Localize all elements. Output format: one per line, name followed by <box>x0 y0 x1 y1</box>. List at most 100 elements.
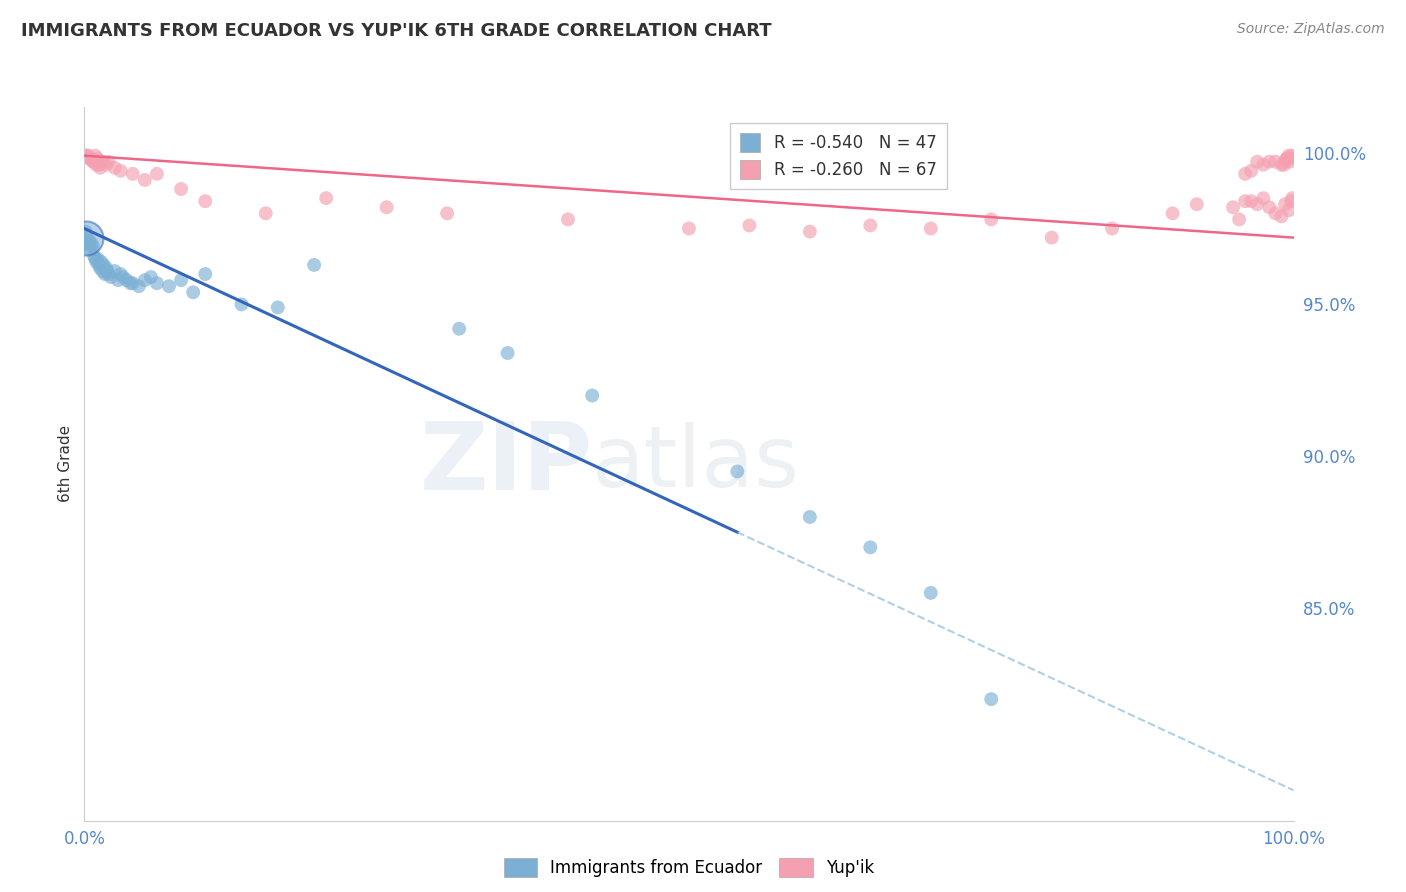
Point <box>1227 212 1250 227</box>
Point <box>94 158 117 172</box>
Point <box>86 158 108 172</box>
Point <box>581 388 603 402</box>
Point <box>315 191 337 205</box>
Point <box>87 158 110 172</box>
Point <box>80 152 103 166</box>
Point <box>82 154 104 169</box>
Point <box>1277 152 1299 166</box>
Point <box>194 267 217 281</box>
Point <box>1264 206 1286 220</box>
Point <box>115 273 138 287</box>
Point <box>1246 154 1268 169</box>
Point <box>97 267 120 281</box>
Legend: Immigrants from Ecuador, Yup'ik: Immigrants from Ecuador, Yup'ik <box>498 851 880 884</box>
Point <box>436 206 458 220</box>
Point <box>91 154 114 169</box>
Point <box>449 322 471 336</box>
Point <box>1279 152 1302 166</box>
Point <box>75 148 97 162</box>
Point <box>112 270 135 285</box>
Point <box>267 301 290 315</box>
Point <box>1040 230 1063 244</box>
Point <box>121 276 143 290</box>
Point <box>77 234 100 248</box>
Point <box>87 258 110 272</box>
Point <box>181 285 204 300</box>
Point <box>725 465 748 479</box>
Point <box>120 276 142 290</box>
Point <box>75 230 97 244</box>
Point <box>86 252 108 266</box>
Point <box>76 148 98 162</box>
Point <box>254 206 277 220</box>
Point <box>77 148 100 162</box>
Point <box>557 212 579 227</box>
Point <box>1101 221 1123 235</box>
Point <box>799 225 821 239</box>
Point <box>146 167 169 181</box>
Point <box>1278 203 1301 218</box>
Point <box>1253 158 1275 172</box>
Point <box>1258 154 1281 169</box>
Text: IMMIGRANTS FROM ECUADOR VS YUP'IK 6TH GRADE CORRELATION CHART: IMMIGRANTS FROM ECUADOR VS YUP'IK 6TH GR… <box>21 22 772 40</box>
Point <box>82 240 104 254</box>
Point <box>1246 197 1268 211</box>
Point <box>97 154 120 169</box>
Point <box>86 255 108 269</box>
Point <box>1264 154 1286 169</box>
Point <box>1281 191 1303 205</box>
Point <box>110 267 132 281</box>
Point <box>920 221 942 235</box>
Point <box>1185 197 1208 211</box>
Point <box>1253 191 1275 205</box>
Point <box>104 264 127 278</box>
Point <box>157 279 180 293</box>
Point <box>79 152 101 166</box>
Point <box>77 152 100 166</box>
Point <box>91 264 114 278</box>
Point <box>1279 194 1302 209</box>
Point <box>90 255 112 269</box>
Point <box>100 270 122 285</box>
Text: Source: ZipAtlas.com: Source: ZipAtlas.com <box>1237 22 1385 37</box>
Point <box>980 212 1002 227</box>
Point <box>1234 167 1257 181</box>
Point <box>76 230 98 244</box>
Point <box>1234 194 1257 209</box>
Point <box>859 219 882 233</box>
Text: ZIP: ZIP <box>419 417 592 510</box>
Point <box>1222 200 1244 214</box>
Point <box>80 236 103 251</box>
Point <box>1270 210 1292 224</box>
Point <box>302 258 325 272</box>
Point <box>859 541 882 555</box>
Point <box>134 173 156 187</box>
Point <box>1258 200 1281 214</box>
Point <box>1161 206 1184 220</box>
Point <box>89 260 111 275</box>
Text: atlas: atlas <box>592 422 800 506</box>
Point <box>799 510 821 524</box>
Point <box>1240 194 1263 209</box>
Point <box>170 182 193 196</box>
Point <box>231 297 253 311</box>
Point <box>1270 158 1292 172</box>
Point <box>1275 152 1298 166</box>
Point <box>86 154 108 169</box>
Point <box>86 152 108 166</box>
Point <box>104 161 127 175</box>
Y-axis label: 6th Grade: 6th Grade <box>58 425 73 502</box>
Point <box>1281 148 1303 162</box>
Point <box>1274 154 1296 169</box>
Point <box>678 221 700 235</box>
Point <box>146 276 169 290</box>
Point <box>139 270 162 285</box>
Point <box>75 225 97 239</box>
Point <box>79 243 101 257</box>
Point <box>496 346 519 360</box>
Point <box>170 273 193 287</box>
Point <box>77 236 100 251</box>
Point <box>121 167 143 181</box>
Point <box>1278 148 1301 162</box>
Point <box>134 273 156 287</box>
